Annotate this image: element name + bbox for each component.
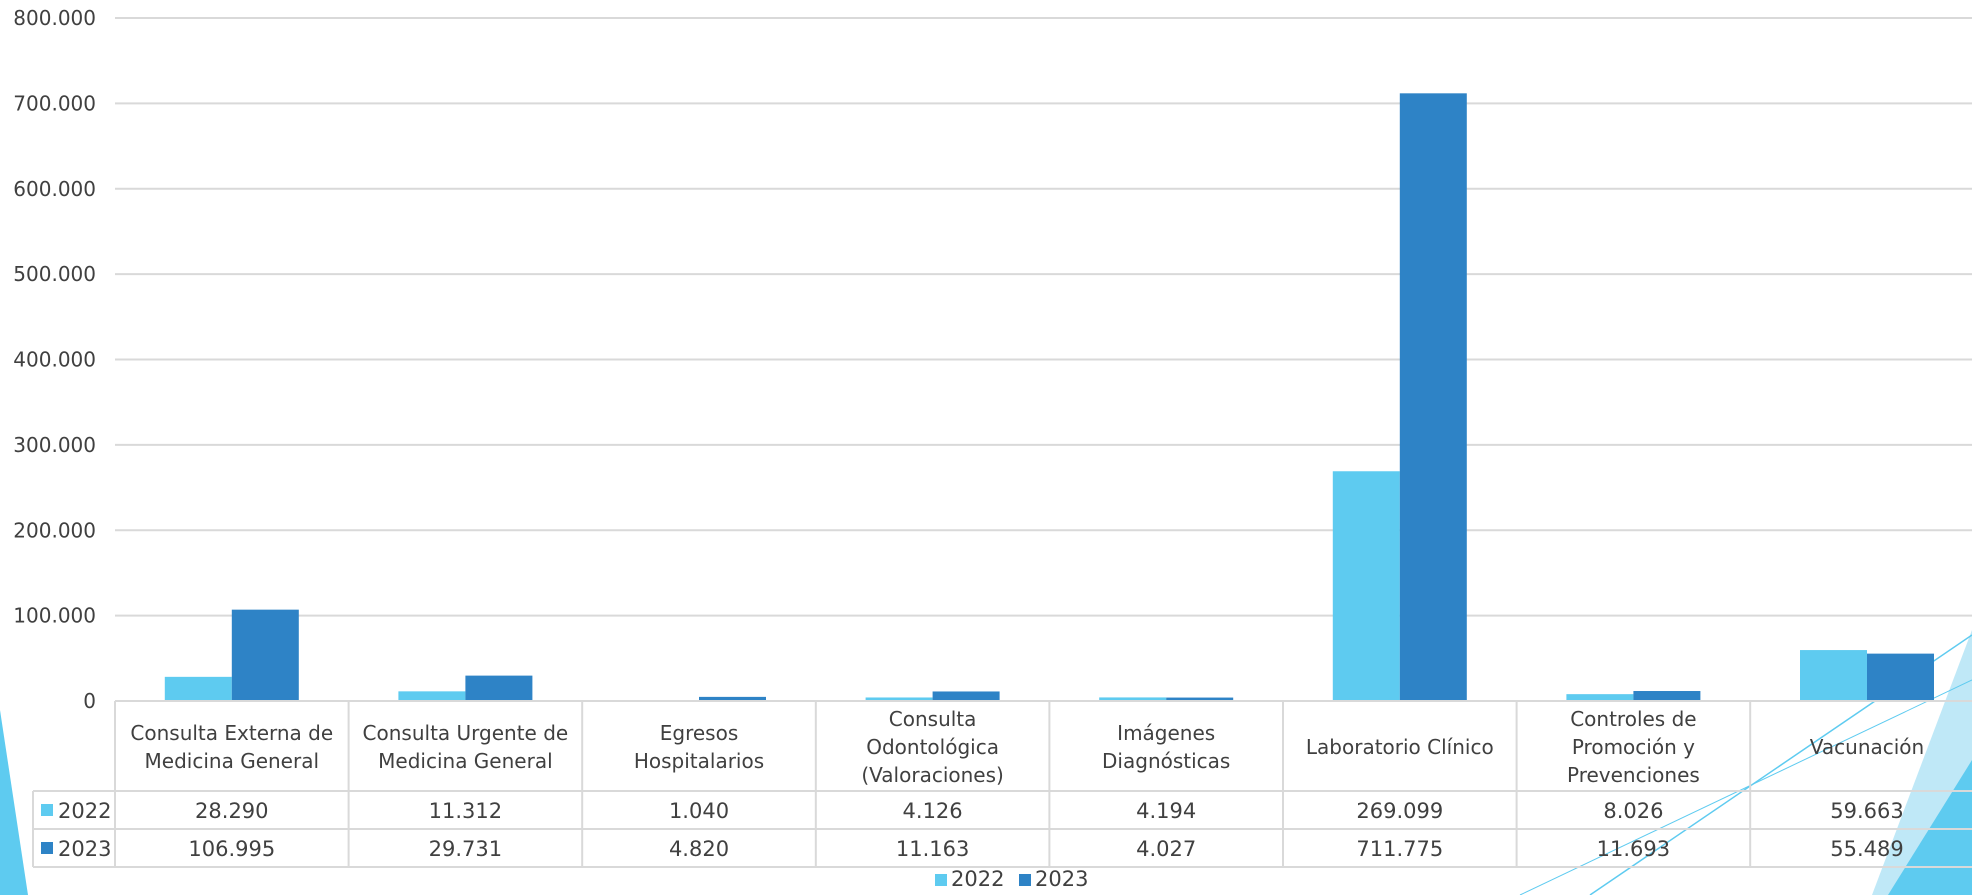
data-label: 4.027 bbox=[1136, 837, 1196, 861]
bar-2023 bbox=[1867, 653, 1934, 701]
legend: 2022 2023 bbox=[935, 867, 1088, 891]
bars bbox=[164, 93, 1934, 702]
bar-2023 bbox=[699, 696, 766, 701]
category-label: Controles de Promoción y Prevenciones bbox=[1567, 707, 1700, 787]
data-table: Consulta Externa de Medicina General Consu… bbox=[32, 700, 1972, 868]
data-label: 11.693 bbox=[1597, 837, 1670, 861]
decoration-line bbox=[1519, 679, 1972, 895]
gridlines bbox=[115, 17, 1972, 702]
y-tick-label: 800.000 bbox=[13, 6, 96, 30]
right-corner-triangle bbox=[1888, 760, 1972, 895]
bar-2022 bbox=[1099, 697, 1167, 701]
bar-2022 bbox=[1332, 471, 1400, 701]
bar-2022 bbox=[398, 691, 466, 701]
data-label: 269.099 bbox=[1356, 799, 1443, 823]
bar-2022 bbox=[865, 697, 933, 701]
category-label: Consulta Externa de Medicina General bbox=[130, 721, 333, 773]
data-label: 106.995 bbox=[188, 837, 275, 861]
data-label: 55.489 bbox=[1830, 837, 1903, 861]
legend-label-2023: 2023 bbox=[1035, 867, 1088, 891]
y-tick-label: 200.000 bbox=[13, 518, 96, 542]
legend-swatch-2023 bbox=[1019, 874, 1031, 886]
y-tick-label: 500.000 bbox=[13, 262, 96, 286]
bar-2022 bbox=[1800, 650, 1867, 701]
legend-key-2022 bbox=[41, 804, 53, 816]
data-label: 8.026 bbox=[1603, 799, 1663, 823]
data-label: 11.163 bbox=[896, 837, 969, 861]
bar-2023 bbox=[231, 609, 299, 701]
data-label: 4.194 bbox=[1136, 799, 1196, 823]
y-tick-label: 700.000 bbox=[13, 91, 96, 115]
bar-2023 bbox=[465, 675, 533, 701]
category-label: Imágenes Diagnósticas bbox=[1102, 721, 1230, 773]
data-label: 1.040 bbox=[669, 799, 729, 823]
data-label: 59.663 bbox=[1830, 799, 1903, 823]
data-label: 11.312 bbox=[429, 799, 502, 823]
data-label: 4.126 bbox=[903, 799, 963, 823]
row-label-2023: 2023 bbox=[58, 837, 111, 861]
legend-key-2023 bbox=[41, 842, 53, 854]
category-label: Egresos Hospitalarios bbox=[634, 721, 764, 773]
legend-label-2022: 2022 bbox=[951, 867, 1004, 891]
data-label: 28.290 bbox=[195, 799, 268, 823]
y-tick-label: 400.000 bbox=[13, 348, 96, 372]
row-label-2022: 2022 bbox=[58, 799, 111, 823]
bar-2023 bbox=[1633, 691, 1701, 701]
category-label: Vacunación bbox=[1810, 735, 1924, 759]
y-axis: 0 100.000 200.000 300.000 400.000 500.000 600.… bbox=[13, 6, 96, 713]
bar-2022 bbox=[1566, 694, 1634, 701]
data-label: 29.731 bbox=[429, 837, 502, 861]
legend-swatch-2022 bbox=[935, 874, 947, 886]
bar-2023 bbox=[932, 691, 1000, 701]
bar-2023 bbox=[1166, 697, 1234, 701]
data-label: 711.775 bbox=[1356, 837, 1443, 861]
y-tick-label: 0 bbox=[83, 689, 96, 713]
left-corner-triangle bbox=[0, 710, 28, 895]
y-tick-label: 300.000 bbox=[13, 433, 96, 457]
category-label: Laboratorio Clínico bbox=[1306, 735, 1494, 759]
category-label: Consulta Urgente de Medicina General bbox=[363, 721, 569, 773]
data-label: 4.820 bbox=[669, 837, 729, 861]
category-label: Consulta Odontológica (Valoraciones) bbox=[861, 707, 1003, 787]
bar-2023 bbox=[1399, 93, 1467, 702]
y-tick-label: 600.000 bbox=[13, 177, 96, 201]
bar-2022 bbox=[164, 676, 232, 701]
y-tick-label: 100.000 bbox=[13, 604, 96, 628]
